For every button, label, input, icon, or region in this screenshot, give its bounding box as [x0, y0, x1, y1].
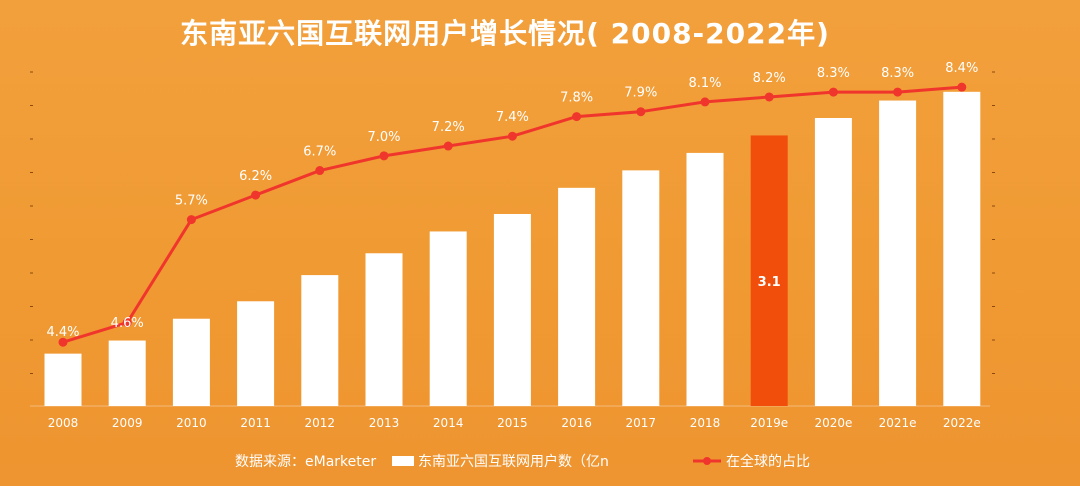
bar-2018 [686, 152, 724, 406]
line-point-2010 [186, 215, 196, 225]
line-value-label: 4.6% [111, 316, 144, 331]
line-point-2022e [957, 82, 967, 92]
line-value-label: 8.2% [753, 71, 786, 86]
line-point-2014 [443, 141, 453, 151]
x-tick-label: 2022e [943, 416, 981, 430]
x-tick-label: 2013 [369, 416, 400, 430]
line-point-2009 [122, 318, 132, 328]
x-tick-label: 2021e [879, 416, 917, 430]
bar-2019e [750, 135, 788, 407]
line-value-label: 7.0% [367, 130, 400, 145]
legend-bars: 东南亚六国互联网用户数（亿n [392, 451, 609, 471]
bar-2015 [493, 214, 531, 406]
x-tick-label: 2014 [433, 416, 464, 430]
bar-2012 [301, 275, 339, 406]
line-value-label: 7.8% [560, 91, 593, 106]
line-point-2016 [572, 112, 582, 122]
bar-2016 [558, 187, 596, 406]
bar-2014 [429, 231, 467, 406]
x-tick-label: 2009 [112, 416, 143, 430]
line-value-label: 8.1% [688, 76, 721, 91]
line-point-2019e [764, 92, 774, 102]
line-value-label: 4.4% [46, 325, 79, 340]
x-tick-label: 2012 [305, 416, 336, 430]
line-value-label: 7.9% [624, 86, 657, 101]
legend-line: 在全球的占比 [692, 451, 810, 471]
x-tick-label: 2020e [814, 416, 852, 430]
x-tick-label: 2015 [497, 416, 528, 430]
legend-bar-label: 东南亚六国互联网用户数（亿n [418, 454, 609, 470]
bar-2021e [879, 100, 917, 406]
bar-2020e [814, 118, 852, 406]
line-point-2011 [251, 190, 261, 200]
line-value-label: 5.7% [175, 194, 208, 209]
bar-2010 [172, 318, 210, 406]
line-value-label: 7.4% [496, 110, 529, 125]
line-point-2018 [700, 97, 710, 107]
line-point-2013 [379, 151, 389, 161]
bar-2017 [622, 170, 660, 406]
x-tick-label: 2017 [626, 416, 657, 430]
bar-2013 [365, 253, 403, 406]
x-tick-label: 2010 [176, 416, 207, 430]
bar-value-label: 3.1 [758, 275, 781, 290]
bar-2011 [237, 301, 275, 406]
x-tick-label: 2018 [690, 416, 721, 430]
line-point-2020e [828, 87, 838, 97]
line-point-2021e [893, 87, 903, 97]
line-value-label: 8.3% [817, 66, 850, 81]
x-tick-label: 2011 [240, 416, 271, 430]
line-point-2017 [636, 107, 646, 117]
x-tick-label: 2008 [48, 416, 79, 430]
line-value-label: 8.3% [881, 66, 914, 81]
legend-bar-swatch [392, 456, 414, 466]
line-value-label: 8.4% [945, 61, 978, 76]
line-point-2012 [315, 166, 325, 176]
line-value-label: 6.7% [303, 145, 336, 160]
x-tick-label: 2016 [561, 416, 592, 430]
line-value-label: 7.2% [432, 120, 465, 135]
bar-2009 [108, 340, 146, 406]
line-point-2015 [507, 131, 517, 141]
x-tick-label: 2019e [750, 416, 788, 430]
line-point-2008 [58, 337, 68, 347]
bar-2022e [943, 91, 981, 407]
source-note: 数据来源：eMarketer [235, 454, 377, 470]
legend-line-swatch [693, 457, 721, 465]
bar-2008 [44, 353, 82, 406]
line-value-label: 6.2% [239, 169, 272, 184]
legend-line-label: 在全球的占比 [726, 454, 810, 470]
chart-title: 东南亚六国互联网用户增长情况( 2008-2022年) [180, 17, 830, 50]
